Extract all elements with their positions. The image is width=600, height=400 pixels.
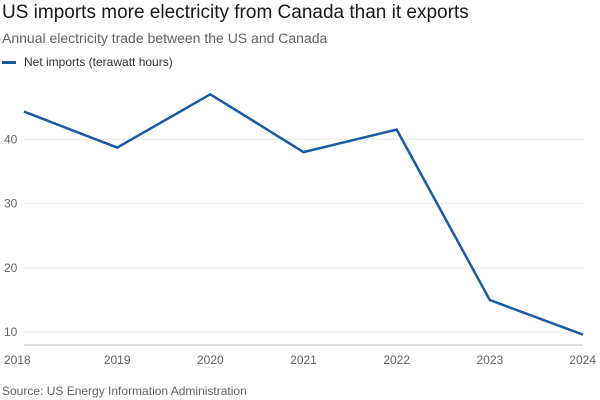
chart-title: US imports more electricity from Canada … [2, 2, 469, 23]
x-tick-label: 2022 [383, 353, 410, 367]
y-tick-label: 20 [4, 261, 18, 275]
source-note: Source: US Energy Information Administra… [2, 384, 247, 398]
chart-subtitle: Annual electricity trade between the US … [2, 30, 328, 46]
x-tick-label: 2024 [569, 353, 596, 367]
x-tick-label: 2019 [104, 353, 131, 367]
x-tick-label: 2021 [290, 353, 317, 367]
legend: Net imports (terawatt hours) [2, 55, 173, 69]
y-tick-label: 30 [4, 197, 18, 211]
y-tick-label: 10 [4, 325, 18, 339]
series-line-net-imports [23, 92, 584, 336]
y-tick-label: 40 [4, 132, 18, 146]
legend-swatch [2, 60, 16, 64]
x-tick-label: 2023 [476, 353, 503, 367]
legend-label: Net imports (terawatt hours) [24, 55, 173, 69]
x-tick-label: 2020 [197, 353, 224, 367]
x-tick-label: 2018 [4, 353, 31, 367]
